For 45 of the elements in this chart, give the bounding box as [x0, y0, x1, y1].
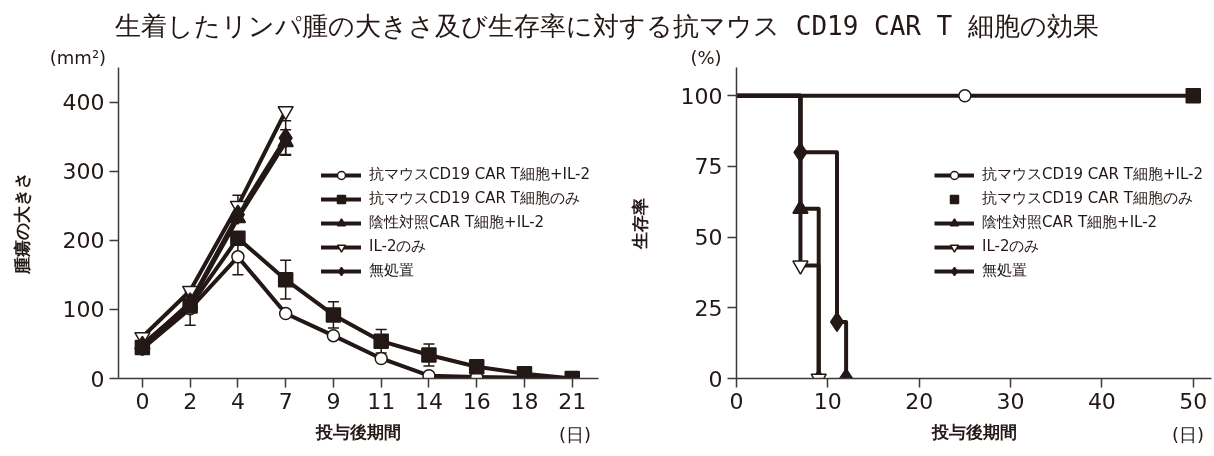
legend-label: 抗マウスCD19 CAR T細胞+IL-2	[981, 165, 1203, 184]
x-tick-label: 9	[326, 388, 341, 414]
text: (日)	[1171, 424, 1204, 445]
y-axis-title: 腫瘍の大きさ	[11, 172, 32, 275]
y-tick-label: 400	[62, 90, 105, 116]
legend-label: 抗マウスCD19 CAR T細胞+IL-2	[368, 165, 590, 184]
x-axis-title: 投与後期間	[315, 421, 401, 442]
legend-label: 無処置	[368, 261, 414, 280]
x-tick-label: 0	[135, 388, 150, 414]
x-tick-label: 11	[367, 388, 396, 414]
x-tick-label: 18	[510, 388, 539, 414]
legend-label: 陰性対照CAR T細胞+IL-2	[981, 213, 1158, 232]
x-tick-label: 21	[558, 388, 587, 414]
x-tick-label: 14	[414, 388, 443, 414]
text: (日)	[558, 424, 591, 445]
x-tick-label: 0	[729, 388, 744, 414]
x-tick-label: 4	[230, 388, 245, 414]
x-tick-label: 50	[1179, 388, 1208, 414]
y-axis-title: 生存率	[629, 197, 650, 250]
y-tick-label: 200	[62, 228, 105, 254]
x-tick-label: 30	[996, 388, 1025, 414]
x-tick-label: 10	[813, 388, 842, 414]
x-axis-title: 投与後期間	[930, 421, 1017, 442]
y-tick-label: 100	[62, 297, 105, 323]
legend-label: 抗マウスCD19 CAR T細胞のみ	[981, 189, 1193, 208]
x-tick-label: 40	[1087, 388, 1116, 414]
y-tick-label: 75	[694, 154, 723, 180]
y-tick-label: 50	[694, 225, 723, 251]
x-tick-label: 16	[462, 388, 491, 414]
x-tick-label: 7	[278, 388, 293, 414]
legend-label: IL-2のみ	[981, 237, 1040, 256]
text: (mm²)	[49, 46, 107, 68]
legend-label: 無処置	[981, 261, 1027, 280]
legend-label: IL-2のみ	[368, 237, 427, 256]
y-tick-label: 0	[708, 366, 723, 392]
x-tick-label: 2	[183, 388, 198, 414]
text: (%)	[690, 46, 722, 68]
x-tick-label: 20	[905, 388, 934, 414]
y-tick-label: 300	[62, 159, 105, 185]
legend-label: 抗マウスCD19 CAR T細胞のみ	[368, 189, 580, 208]
chart-title: 生着したリンパ腫の大きさ及び生存率に対する抗マウス CD19 CAR T 細胞の効果	[114, 10, 1100, 43]
y-tick-label: 25	[694, 295, 723, 321]
y-tick-label: 0	[90, 366, 105, 392]
legend-label: 陰性対照CAR T細胞+IL-2	[368, 213, 545, 232]
y-tick-label: 100	[680, 83, 723, 109]
